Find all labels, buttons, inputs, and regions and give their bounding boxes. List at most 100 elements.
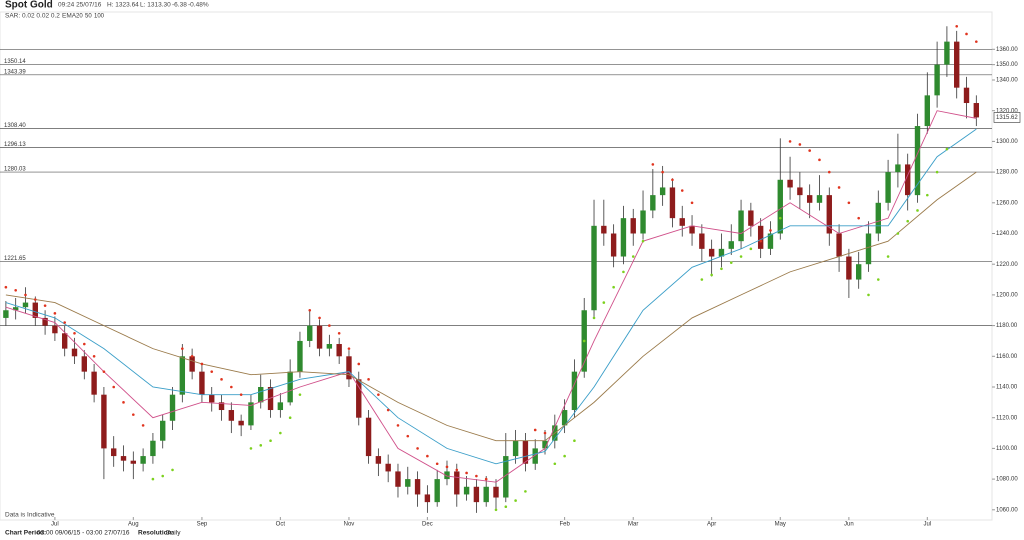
sar-dot xyxy=(622,270,625,274)
sar-dot xyxy=(102,370,106,373)
sar-dot xyxy=(122,401,125,404)
candle-body xyxy=(463,486,470,495)
y-tick-label: 1340.00 xyxy=(996,78,1018,84)
sar-dot xyxy=(710,273,713,277)
change: -6.38 xyxy=(172,2,187,9)
candle-body xyxy=(826,195,832,234)
period-label: Chart Period: xyxy=(5,530,46,537)
candle-body xyxy=(316,325,323,349)
sar-dot xyxy=(769,229,772,232)
sar-dot xyxy=(504,505,508,509)
sar-dot xyxy=(641,239,645,243)
sar-dot xyxy=(249,447,253,450)
sar-dot xyxy=(465,471,468,475)
sar-dot xyxy=(92,355,96,358)
level-label: 1343.39 xyxy=(4,69,26,75)
sar-dot xyxy=(386,408,390,412)
low-label: L: 1313.30 xyxy=(140,2,171,9)
chart-title: Spot Gold xyxy=(5,0,53,11)
x-tick-label: May xyxy=(775,522,786,528)
candle-body xyxy=(708,248,715,257)
timestamp: 09:24 25/07/16 xyxy=(58,2,102,9)
sar-dot xyxy=(298,393,302,396)
candle-body xyxy=(924,95,930,127)
sar-dot xyxy=(563,454,566,458)
candle-body xyxy=(258,387,264,403)
candle-body xyxy=(699,233,705,249)
sar-dot xyxy=(406,434,410,438)
sar-dot xyxy=(171,468,174,472)
sar-dot xyxy=(494,508,498,512)
y-tick-label: 1060.00 xyxy=(996,507,1018,513)
sar-dot xyxy=(24,293,27,297)
sar-dot xyxy=(230,385,233,389)
candle-body xyxy=(42,317,48,326)
y-tick-label: 1260.00 xyxy=(996,200,1018,206)
sar-dot xyxy=(837,186,841,189)
candle-body xyxy=(748,210,754,226)
x-tick-label: Jul xyxy=(923,522,931,528)
candle-body xyxy=(336,344,342,357)
sar-dot xyxy=(847,201,851,205)
high-label: H: 1323.64 xyxy=(107,2,139,9)
candle-body xyxy=(816,195,823,203)
sar-dot xyxy=(916,209,919,212)
x-tick-label: Sep xyxy=(197,522,208,528)
y-tick-label: 1160.00 xyxy=(996,354,1018,360)
sar-dot xyxy=(279,431,282,435)
candle-body xyxy=(32,302,38,318)
sar-dot xyxy=(377,393,380,396)
candle-body xyxy=(806,195,813,203)
candle-body xyxy=(718,248,725,257)
candle-body xyxy=(767,233,774,249)
sar-dot xyxy=(543,431,547,435)
candle-body xyxy=(836,233,842,257)
candle-body xyxy=(885,172,891,203)
candle-body xyxy=(855,264,862,280)
candle-body xyxy=(81,356,87,372)
candle-body xyxy=(375,456,382,464)
y-tick-label: 1240.00 xyxy=(996,231,1018,237)
candle-body xyxy=(620,218,627,257)
sar-dot xyxy=(592,316,596,320)
ema-line xyxy=(5,171,977,442)
level-label: 1280.03 xyxy=(4,167,26,173)
sar-dot xyxy=(151,477,155,481)
sar-dot xyxy=(239,393,243,396)
candle-body xyxy=(954,41,960,88)
y-tick-label: 1280.00 xyxy=(996,170,1018,176)
x-tick-label: Jun xyxy=(844,522,854,528)
sar-dot xyxy=(288,416,292,420)
sar-dot xyxy=(367,378,370,381)
candle-body xyxy=(512,440,519,457)
candle-body xyxy=(395,471,401,487)
sar-dot xyxy=(612,285,615,289)
sar-dot xyxy=(729,261,733,264)
sar-dot xyxy=(720,267,723,271)
sar-dot xyxy=(141,424,145,427)
sar-dot xyxy=(259,444,263,447)
candle-body xyxy=(944,41,950,65)
y-tick-label: 1300.00 xyxy=(996,139,1018,145)
ema-legend: 20 xyxy=(76,14,83,20)
y-tick-label: 1120.00 xyxy=(996,415,1018,421)
sar-dot xyxy=(328,324,331,327)
y-tick-label: 1350.00 xyxy=(996,62,1018,68)
candle-body xyxy=(846,256,852,280)
level-label: 1221.65 xyxy=(4,256,26,262)
candle-body xyxy=(905,164,911,196)
candle-body xyxy=(365,417,372,457)
resolution-label: Resolution: xyxy=(138,530,174,537)
sar-dot xyxy=(190,355,194,358)
sar-dot xyxy=(759,239,762,243)
sar-dot xyxy=(533,428,537,432)
candle-body xyxy=(875,202,881,234)
sar-dot xyxy=(132,413,135,416)
sar-dot xyxy=(347,347,351,350)
candle-body xyxy=(22,302,29,308)
x-tick-label: Nov xyxy=(344,522,355,528)
candle-body xyxy=(130,460,137,464)
candle-body xyxy=(963,87,970,104)
candle-body xyxy=(659,187,666,196)
